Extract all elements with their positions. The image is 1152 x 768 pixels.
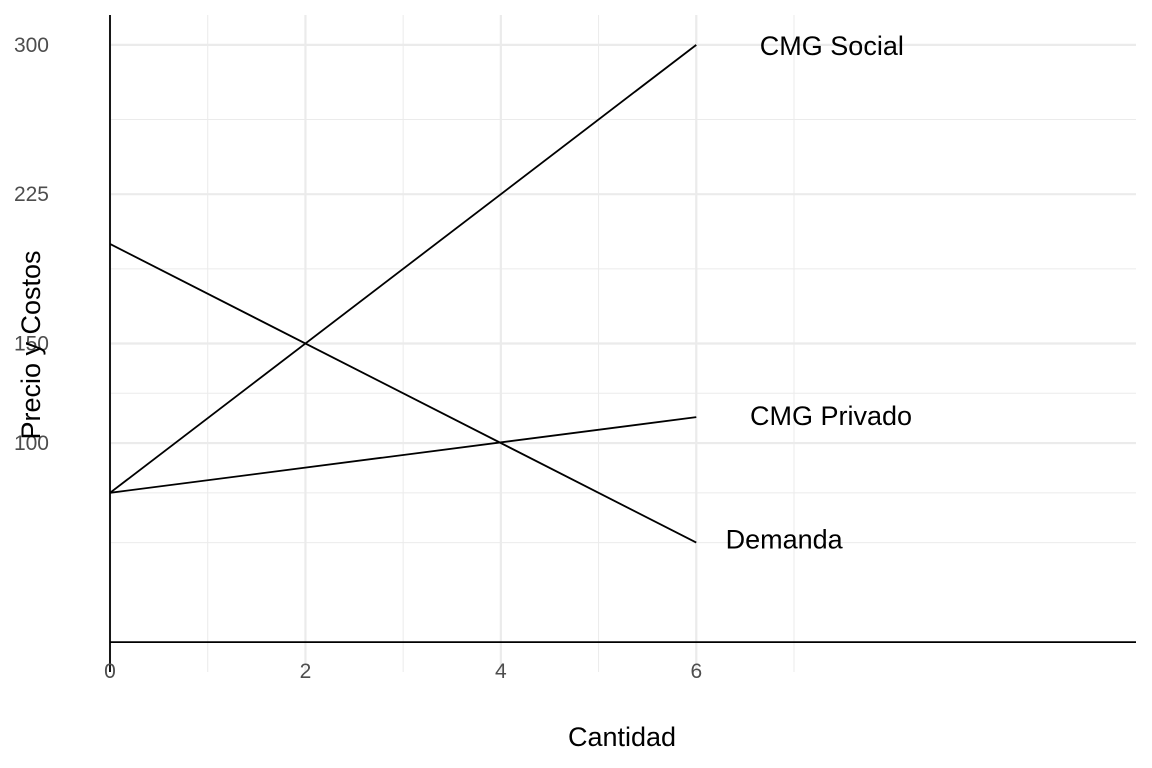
series-label-cmg-privado: CMG Privado: [750, 401, 912, 431]
major-gridlines: [108, 15, 1136, 672]
y-tick-label: 150: [14, 333, 49, 356]
x-tick-label: 4: [495, 660, 507, 683]
x-axis-title: Cantidad: [568, 722, 676, 752]
y-tick-label: 100: [14, 432, 49, 455]
x-tick-label: 6: [690, 660, 702, 683]
x-tick-labels: 0 2 4 6: [104, 660, 702, 683]
series-labels: CMG Social CMG Privado Demanda: [726, 31, 912, 555]
x-tick-label: 0: [104, 660, 116, 683]
series-label-demanda: Demanda: [726, 525, 844, 555]
series-lines: [109, 44, 697, 544]
series-line-cmg-social: [109, 44, 697, 494]
y-tick-label: 225: [14, 183, 49, 206]
minor-gridlines: [110, 15, 1136, 672]
series-line-cmg-privado: [109, 416, 697, 494]
series-label-cmg-social: CMG Social: [760, 31, 904, 61]
axes: [109, 15, 1136, 672]
x-tick-label: 2: [300, 660, 312, 683]
y-tick-labels: 100 150 225 300: [14, 34, 49, 455]
y-axis-title: Precio y Costos: [16, 250, 46, 439]
y-tick-label: 300: [14, 34, 49, 57]
series-line-demanda: [109, 243, 697, 544]
